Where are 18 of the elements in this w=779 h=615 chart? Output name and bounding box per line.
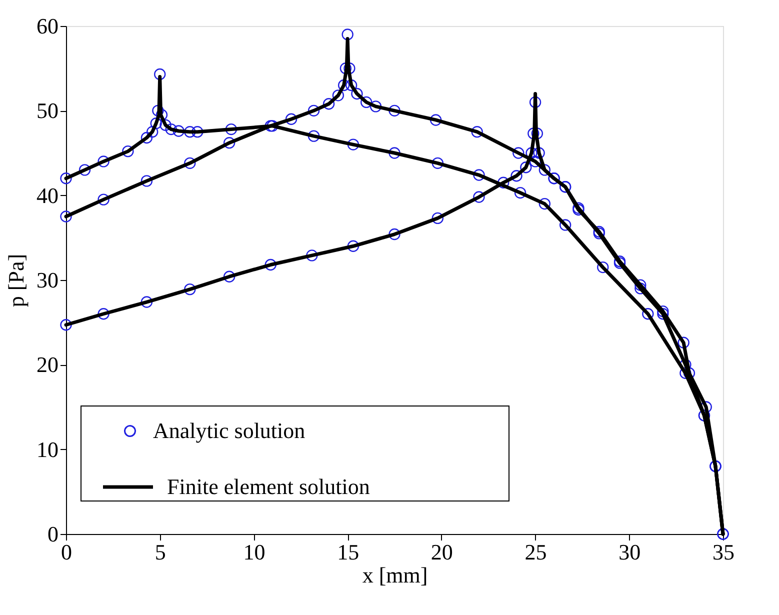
y-tick-label: 60 — [36, 14, 58, 38]
x-tick-label: 20 — [430, 540, 453, 564]
y-tick-label: 10 — [36, 436, 58, 462]
y-axis-title: p [Pa] — [4, 254, 28, 308]
x-axis-title: x [mm] — [362, 562, 428, 588]
x-tick-label: 5 — [154, 540, 166, 564]
y-tick-label: 50 — [36, 98, 58, 124]
y-tick-label: 40 — [36, 182, 58, 208]
y-tick-label: 30 — [36, 268, 58, 292]
x-tick-label: 25 — [524, 540, 547, 564]
legend-label: Analytic solution — [153, 418, 306, 443]
x-tick-label: 10 — [243, 540, 266, 564]
x-tick-label: 35 — [712, 540, 734, 564]
x-tick-label: 30 — [618, 540, 641, 564]
y-tick-label: 0 — [48, 522, 58, 546]
x-tick-label: 15 — [337, 540, 360, 564]
legend-label: Finite element solution — [167, 474, 370, 499]
y-tick-label: 20 — [36, 352, 58, 378]
